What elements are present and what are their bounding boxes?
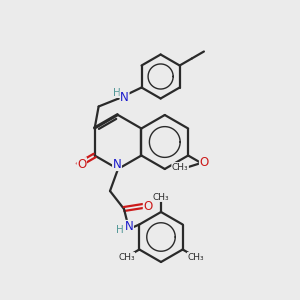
Text: O: O — [143, 200, 153, 212]
Text: N: N — [120, 91, 129, 104]
Text: N: N — [124, 220, 134, 233]
Text: CH₃: CH₃ — [153, 193, 169, 202]
Text: O: O — [77, 158, 86, 171]
Text: N: N — [112, 158, 122, 170]
Text: H: H — [113, 88, 121, 98]
Text: CH₃: CH₃ — [187, 253, 204, 262]
Text: CH₃: CH₃ — [118, 253, 135, 262]
Text: O: O — [200, 155, 209, 169]
Text: CH₃: CH₃ — [172, 163, 188, 172]
Text: H: H — [116, 225, 124, 235]
